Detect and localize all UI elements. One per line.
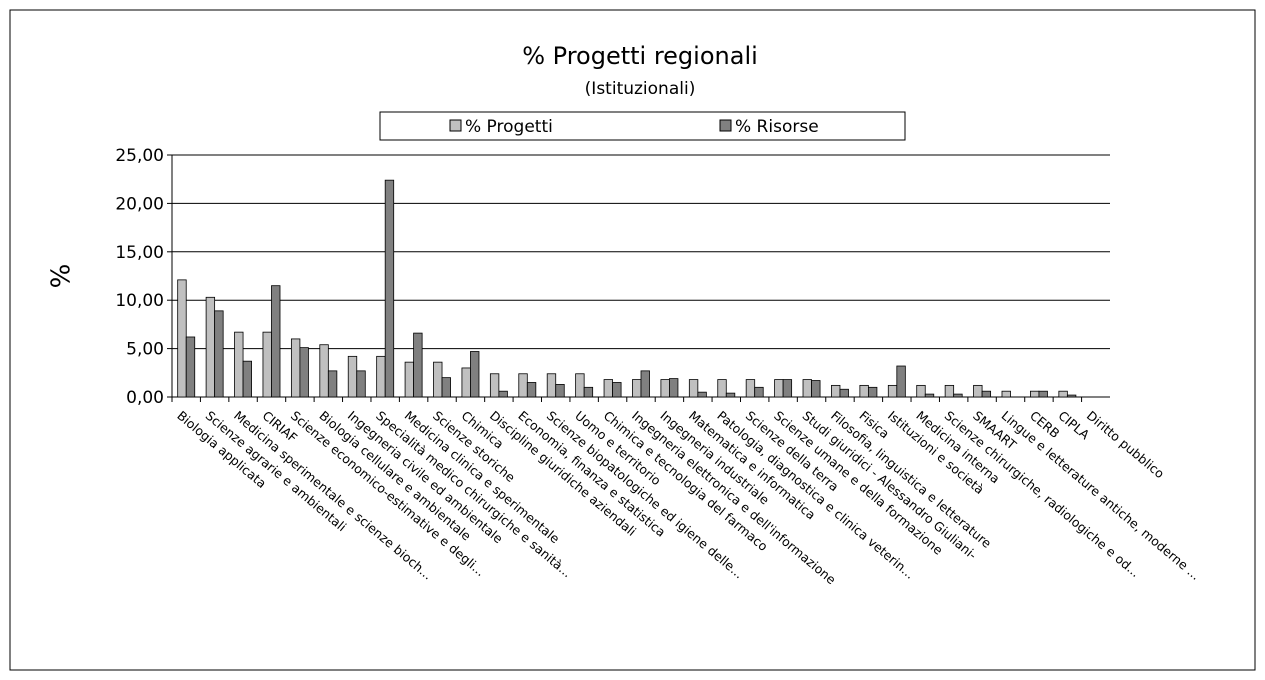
legend-swatch bbox=[719, 119, 732, 132]
bar bbox=[441, 377, 451, 398]
legend-label: % Risorse bbox=[735, 117, 819, 137]
bar bbox=[782, 379, 793, 398]
bar bbox=[887, 384, 898, 398]
bar bbox=[583, 386, 594, 398]
bar bbox=[470, 351, 480, 398]
bar bbox=[433, 361, 443, 398]
bar bbox=[802, 379, 812, 398]
bar bbox=[697, 391, 707, 398]
bar bbox=[555, 384, 565, 398]
bar bbox=[518, 373, 528, 398]
bar bbox=[1001, 390, 1011, 398]
bar bbox=[688, 379, 699, 398]
y-tick-label: 10,00 bbox=[115, 291, 164, 311]
bar bbox=[612, 382, 622, 398]
bar bbox=[839, 388, 849, 398]
bar bbox=[953, 393, 963, 398]
bar bbox=[811, 380, 821, 398]
bar bbox=[404, 361, 415, 398]
bar bbox=[205, 296, 216, 398]
bar bbox=[640, 370, 650, 398]
bar bbox=[973, 384, 983, 398]
bar bbox=[262, 331, 272, 398]
bar bbox=[1030, 390, 1040, 398]
bar bbox=[242, 360, 252, 398]
bar bbox=[376, 355, 386, 398]
bar bbox=[234, 331, 244, 398]
bar bbox=[319, 344, 329, 398]
bar bbox=[660, 379, 670, 398]
bar bbox=[725, 392, 736, 398]
bar bbox=[1058, 390, 1068, 398]
bar bbox=[1038, 390, 1048, 398]
bar bbox=[185, 336, 196, 398]
bar bbox=[859, 384, 869, 398]
bar bbox=[384, 179, 395, 398]
bar bbox=[754, 386, 764, 398]
bar bbox=[575, 373, 585, 398]
bar bbox=[489, 373, 500, 398]
bar bbox=[916, 384, 926, 398]
bar bbox=[546, 373, 557, 398]
chart-title: % Progetti regionali bbox=[522, 42, 758, 70]
y-tick-label: 20,00 bbox=[115, 194, 164, 214]
bar bbox=[461, 367, 471, 398]
bar bbox=[924, 393, 935, 398]
bar bbox=[526, 382, 537, 398]
y-axis-label: % bbox=[47, 264, 77, 289]
bar bbox=[831, 384, 841, 398]
bar bbox=[944, 384, 955, 398]
legend-label: % Progetti bbox=[465, 117, 553, 137]
bar bbox=[177, 279, 187, 398]
legend-swatch bbox=[449, 119, 462, 132]
bar bbox=[356, 370, 366, 398]
bar bbox=[669, 378, 679, 398]
bar bbox=[774, 379, 784, 398]
y-tick-label: 25,00 bbox=[115, 146, 164, 166]
legend-box bbox=[379, 111, 906, 141]
bar bbox=[717, 379, 727, 398]
y-tick-label: 15,00 bbox=[115, 243, 164, 263]
bar bbox=[347, 355, 358, 398]
chart-frame bbox=[9, 9, 1256, 671]
bar bbox=[299, 347, 309, 398]
bar bbox=[214, 310, 224, 398]
bar bbox=[745, 379, 756, 398]
bar bbox=[1066, 394, 1077, 398]
bar bbox=[290, 338, 301, 398]
bar bbox=[603, 379, 613, 398]
bar bbox=[981, 390, 992, 398]
y-tick-label: 5,00 bbox=[126, 340, 164, 360]
bar bbox=[327, 370, 338, 398]
bar bbox=[498, 390, 508, 398]
chart-subtitle: (Istituzionali) bbox=[585, 79, 696, 99]
bar bbox=[271, 285, 281, 398]
y-tick-label: 0,00 bbox=[126, 388, 164, 408]
bar bbox=[632, 379, 642, 398]
bar bbox=[867, 386, 878, 398]
bar bbox=[413, 332, 423, 398]
bar bbox=[896, 365, 906, 398]
